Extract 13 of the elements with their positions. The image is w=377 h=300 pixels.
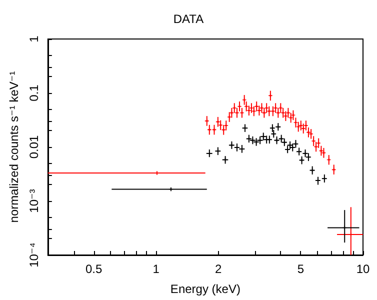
chart-title: DATA bbox=[173, 12, 204, 26]
x-tick-label: 5 bbox=[297, 262, 304, 276]
y-tick-label: 0.1 bbox=[26, 84, 41, 102]
x-tick-label: 2 bbox=[215, 262, 222, 276]
x-axis-title: Energy (keV) bbox=[170, 282, 240, 296]
y-tick-label: 0.01 bbox=[26, 135, 41, 159]
y-tick-label: 10⁻⁴ bbox=[26, 242, 41, 268]
x-tick-label: 1 bbox=[152, 262, 160, 276]
x-tick-label: 10 bbox=[356, 262, 370, 276]
y-axis-title: normalized counts s⁻¹ keV⁻¹ bbox=[7, 71, 21, 223]
y-tick-label: 10⁻³ bbox=[26, 189, 41, 213]
y-tick-label: 1 bbox=[26, 35, 41, 42]
x-tick-label: 0.5 bbox=[85, 262, 102, 276]
